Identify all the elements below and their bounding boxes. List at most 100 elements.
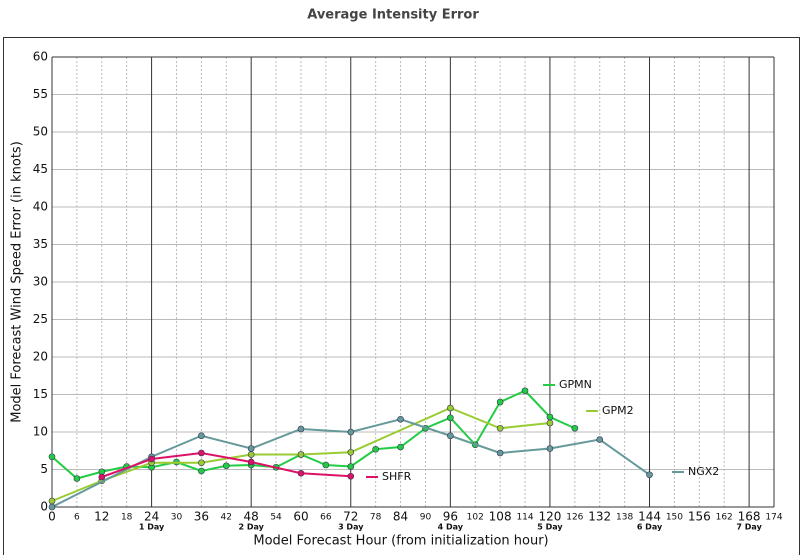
x-tick-label: 66 — [320, 513, 332, 523]
data-point — [98, 473, 106, 481]
legend-label: SHFR — [382, 470, 412, 483]
series-line — [51, 418, 651, 508]
x-tick-label: 174 — [765, 513, 782, 523]
x-tick-label: 120 — [538, 510, 561, 524]
data-point — [247, 445, 255, 452]
day-label: 6 Day — [637, 523, 663, 532]
data-point — [48, 497, 56, 505]
x-tick-label: 126 — [566, 513, 583, 523]
x-tick-label: 36 — [194, 510, 209, 524]
data-point — [247, 451, 255, 458]
data-point — [322, 461, 330, 469]
day-label: 1 Day — [139, 523, 165, 532]
x-tick-label: 0 — [48, 510, 56, 524]
data-point — [198, 459, 205, 467]
x-tick-label: 84 — [393, 510, 408, 524]
y-tick-label: 30 — [33, 275, 48, 289]
legend-label: NGX2 — [688, 465, 719, 478]
y-axis-title: Model Forecast Wind Speed Error (in knot… — [10, 141, 25, 423]
x-tick-label: 6 — [74, 513, 80, 523]
x-tick-label: 78 — [370, 513, 382, 523]
day-label: 7 Day — [736, 523, 762, 532]
data-point — [347, 472, 355, 480]
data-point — [198, 467, 205, 475]
y-tick-label: 45 — [33, 162, 48, 176]
x-tick-label: 48 — [244, 510, 259, 524]
y-tick-label: 35 — [33, 237, 48, 251]
y-tick-label: 5 — [40, 462, 48, 476]
data-point — [48, 503, 56, 511]
legend-label: GPM2 — [602, 404, 634, 417]
chart-title: Average Intensity Error — [307, 8, 479, 23]
y-tick-label: 0 — [40, 500, 48, 514]
legend-label: GPMN — [559, 378, 592, 391]
x-tick-label: 54 — [270, 513, 282, 523]
data-point — [372, 445, 379, 453]
data-point — [297, 451, 305, 458]
x-tick-label: 30 — [171, 513, 183, 523]
x-tick-label: 108 — [489, 510, 512, 524]
data-point — [496, 424, 504, 432]
data-point — [198, 432, 205, 440]
data-point — [247, 458, 255, 466]
x-tick-label: 114 — [516, 513, 533, 523]
data-point — [222, 462, 230, 470]
data-point — [48, 453, 56, 461]
x-tick-label: 42 — [221, 513, 232, 523]
data-point — [571, 424, 579, 432]
data-point — [198, 449, 205, 457]
data-point — [521, 387, 529, 395]
data-point — [347, 448, 355, 456]
x-tick-label: 24 — [144, 510, 159, 524]
x-tick-label: 18 — [121, 513, 133, 523]
data-point — [447, 414, 454, 422]
day-label: 3 Day — [338, 523, 364, 532]
y-tick-label: 55 — [33, 87, 48, 101]
x-tick-label: 132 — [588, 510, 611, 524]
x-tick-label: 60 — [293, 510, 308, 524]
data-point — [397, 415, 404, 423]
x-tick-label: 144 — [638, 510, 661, 524]
series-line — [101, 451, 351, 478]
data-point — [447, 432, 454, 440]
data-point — [546, 445, 554, 452]
series-line — [51, 389, 576, 480]
y-tick-label: 25 — [33, 312, 48, 326]
day-label: 2 Day — [238, 523, 264, 532]
y-tick-label: 20 — [33, 350, 48, 364]
data-point — [546, 419, 554, 427]
data-point — [447, 404, 454, 412]
x-tick-label: 168 — [738, 510, 761, 524]
data-point — [646, 471, 653, 479]
data-point — [546, 413, 554, 421]
data-point — [297, 425, 305, 433]
y-tick-label: 50 — [33, 125, 48, 139]
data-point — [496, 398, 504, 406]
x-tick-label: 96 — [443, 510, 458, 524]
y-tick-label: 60 — [33, 50, 48, 64]
x-tick-label: 12 — [94, 510, 109, 524]
x-tick-label: 162 — [716, 513, 733, 523]
data-point — [297, 469, 305, 477]
data-point — [347, 428, 355, 436]
y-tick-label: 10 — [33, 425, 48, 439]
x-axis-title: Model Forecast Hour (from initialization… — [253, 534, 548, 549]
x-tick-label: 90 — [420, 513, 432, 523]
series-line — [51, 406, 551, 502]
data-point — [148, 455, 155, 463]
data-point — [73, 475, 81, 482]
x-tick-label: 72 — [343, 510, 358, 524]
x-tick-label: 138 — [616, 513, 633, 523]
data-point — [347, 463, 355, 470]
y-tick-label: 40 — [33, 200, 48, 214]
day-label: 5 Day — [537, 523, 563, 532]
data-point — [496, 449, 504, 457]
y-tick-label: 15 — [33, 387, 48, 401]
day-label: 4 Day — [438, 523, 464, 532]
x-tick-label: 156 — [688, 510, 711, 524]
data-point — [397, 443, 404, 451]
data-point — [596, 436, 604, 443]
x-tick-label: 102 — [467, 513, 484, 523]
x-tick-label: 150 — [666, 513, 683, 523]
